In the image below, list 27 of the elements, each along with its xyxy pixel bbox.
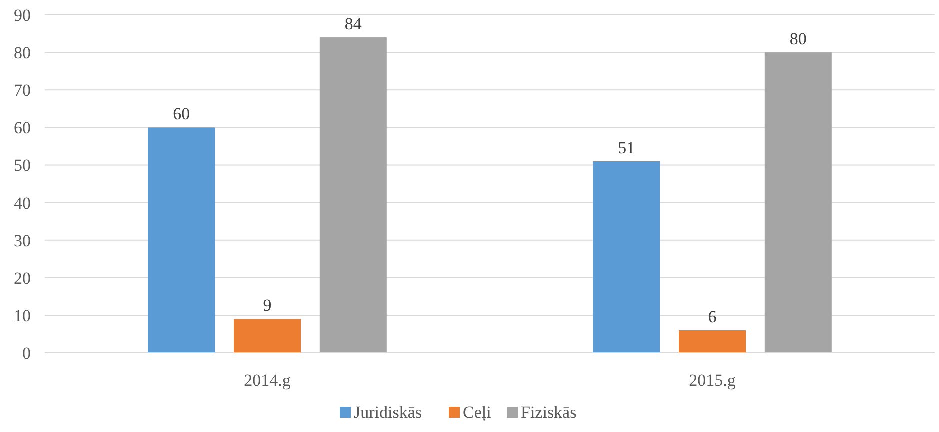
- y-tick-label: 30: [14, 231, 31, 250]
- y-tick-label: 50: [14, 156, 31, 176]
- bar: [148, 128, 216, 353]
- data-label: 6: [708, 307, 717, 326]
- y-tick-label: 10: [14, 306, 31, 326]
- data-label: 84: [344, 14, 362, 34]
- y-tick-label: 40: [14, 194, 31, 213]
- x-tick-label: 2015.g: [689, 371, 736, 390]
- data-label: 60: [173, 104, 190, 124]
- data-label: 51: [618, 138, 636, 158]
- legend-label: Fiziskās: [521, 403, 577, 422]
- legend-label: Juridiskās: [354, 403, 422, 422]
- y-tick-label: 90: [14, 6, 31, 25]
- x-tick-label: 2014.g: [244, 371, 292, 390]
- y-tick-label: 60: [14, 118, 31, 138]
- bar: [678, 330, 746, 353]
- bar: [593, 161, 660, 353]
- legend-label: Ceļi: [463, 403, 492, 422]
- bar: [234, 319, 302, 353]
- bar: [320, 38, 387, 353]
- data-label: 80: [790, 30, 807, 49]
- y-tick-label: 20: [14, 268, 31, 288]
- y-tick-label: 70: [14, 81, 31, 100]
- y-tick-label: 0: [22, 344, 31, 363]
- y-tick-label: 80: [14, 44, 31, 63]
- bar: [764, 52, 832, 353]
- data-label: 9: [263, 296, 272, 316]
